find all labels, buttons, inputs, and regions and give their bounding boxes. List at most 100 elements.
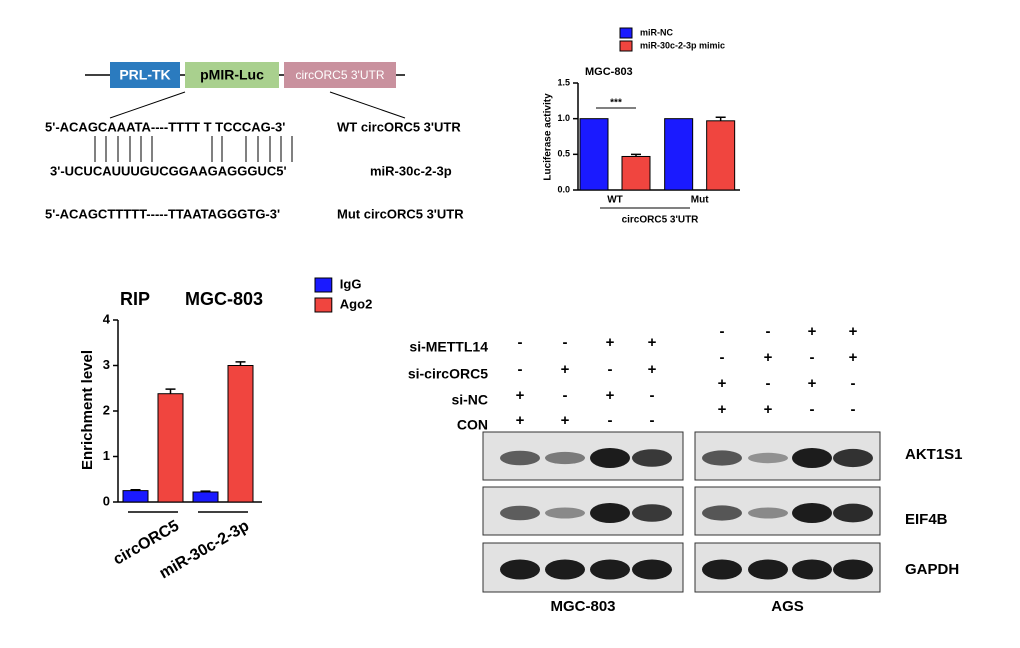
- y-tick-label: 0.0: [557, 184, 570, 194]
- band: [590, 448, 630, 468]
- condition-sign: +: [764, 349, 773, 366]
- group-label: AGS: [771, 598, 804, 615]
- chart-title: MGC-803: [585, 66, 633, 78]
- protein-label: EIF4B: [905, 511, 948, 528]
- band: [833, 559, 873, 580]
- legend-swatch: [619, 27, 633, 39]
- condition-sign: -: [608, 361, 613, 378]
- condition-sign: +: [808, 323, 817, 340]
- condition-label: CON: [457, 417, 488, 433]
- condition-sign: -: [518, 334, 523, 351]
- condition-sign: +: [606, 387, 615, 404]
- condition-label: si-METTL14: [409, 339, 488, 355]
- condition-sign: -: [518, 361, 523, 378]
- y-tick-label: 4: [103, 311, 111, 326]
- error-bar: [235, 361, 246, 366]
- y-tick-label: 0.5: [557, 149, 570, 159]
- group-label: MGC-803: [550, 598, 615, 615]
- error-bar: [631, 153, 641, 157]
- band: [500, 450, 540, 466]
- box: [185, 62, 279, 88]
- error-bar: [130, 488, 141, 491]
- condition-sign: +: [561, 412, 570, 429]
- band: [792, 503, 832, 523]
- annotation: ***: [610, 98, 622, 109]
- band: [500, 559, 540, 580]
- condition-sign: +: [808, 375, 817, 392]
- chart-subtitle: MGC-803: [185, 289, 263, 309]
- band: [545, 451, 585, 465]
- bar: [157, 393, 184, 503]
- legend-swatch: [619, 40, 633, 52]
- band: [792, 559, 832, 580]
- bar: [706, 120, 736, 191]
- condition-sign: -: [608, 412, 613, 429]
- box: [110, 62, 180, 88]
- sequence: 5'-ACAGCTTTTT-----TTAATAGGGTG-3': [45, 206, 280, 221]
- condition-sign: +: [718, 375, 727, 392]
- condition-sign: -: [851, 401, 856, 418]
- zoom-line: [329, 91, 406, 119]
- box-label: circORC5 3'UTR: [296, 68, 385, 82]
- condition-sign: -: [650, 412, 655, 429]
- band: [702, 450, 742, 466]
- sequence-label: miR-30c-2-3p: [370, 163, 452, 178]
- box: [284, 62, 396, 88]
- sequence-label: WT circORC5 3'UTR: [337, 119, 461, 134]
- band: [632, 449, 672, 467]
- condition-sign: -: [766, 375, 771, 392]
- legend-label: miR-NC: [640, 27, 673, 37]
- y-tick-label: 0: [103, 493, 110, 508]
- condition-label: si-NC: [451, 392, 488, 408]
- error-bar: [715, 116, 726, 121]
- band: [702, 559, 742, 580]
- condition-sign: -: [720, 323, 725, 340]
- legend-label: Ago2: [340, 296, 373, 311]
- band: [590, 503, 630, 523]
- condition-sign: -: [810, 349, 815, 366]
- x-axis-label: circORC5 3'UTR: [622, 215, 700, 226]
- band: [632, 504, 672, 522]
- band: [590, 559, 630, 580]
- y-tick-label: 1: [103, 448, 110, 463]
- chart-title: RIP: [120, 289, 150, 309]
- error-bar: [165, 388, 176, 394]
- bar: [192, 491, 219, 503]
- condition-sign: -: [810, 401, 815, 418]
- band: [500, 505, 540, 521]
- chart: 0.0 0.5 1.0 1.5 WT Mut MGC-803 Luciferase activ…: [543, 27, 740, 226]
- condition-sign: +: [561, 361, 570, 378]
- band: [632, 559, 672, 580]
- condition-sign: -: [851, 375, 856, 392]
- legend-label: miR-30c-2-3p mimic: [640, 40, 725, 50]
- condition-sign: +: [849, 323, 858, 340]
- protein-label: GAPDH: [905, 561, 959, 578]
- band: [792, 448, 832, 468]
- band: [748, 452, 788, 464]
- y-tick-label: 3: [103, 357, 110, 372]
- band: [833, 448, 873, 468]
- condition-sign: +: [516, 412, 525, 429]
- condition-sign: +: [718, 401, 727, 418]
- condition-sign: +: [764, 401, 773, 418]
- error-bar: [200, 490, 211, 492]
- band: [545, 507, 585, 519]
- bar: [621, 155, 651, 191]
- bar: [122, 490, 149, 503]
- y-axis-label: Luciferase activity: [543, 93, 554, 181]
- condition-sign: +: [648, 361, 657, 378]
- y-axis-label: Enrichment level: [79, 350, 96, 470]
- y-tick-label: 1.0: [557, 113, 570, 123]
- condition-sign: +: [606, 334, 615, 351]
- condition-sign: +: [849, 349, 858, 366]
- sequence-label: Mut circORC5 3'UTR: [337, 206, 464, 221]
- y-tick-label: 1.5: [557, 77, 570, 87]
- western-blot: si-METTL14 si-circORC5 si-NC CON - - + + - + - + + - +…: [408, 323, 963, 615]
- legend-label: IgG: [340, 276, 362, 291]
- box-label: PRL-TK: [119, 67, 170, 83]
- condition-sign: +: [648, 334, 657, 351]
- band: [702, 505, 742, 521]
- protein-label: AKT1S1: [905, 446, 963, 463]
- sequence: 3'-UCUCAUUUGUCGGAAGAGGGUC5': [50, 163, 287, 178]
